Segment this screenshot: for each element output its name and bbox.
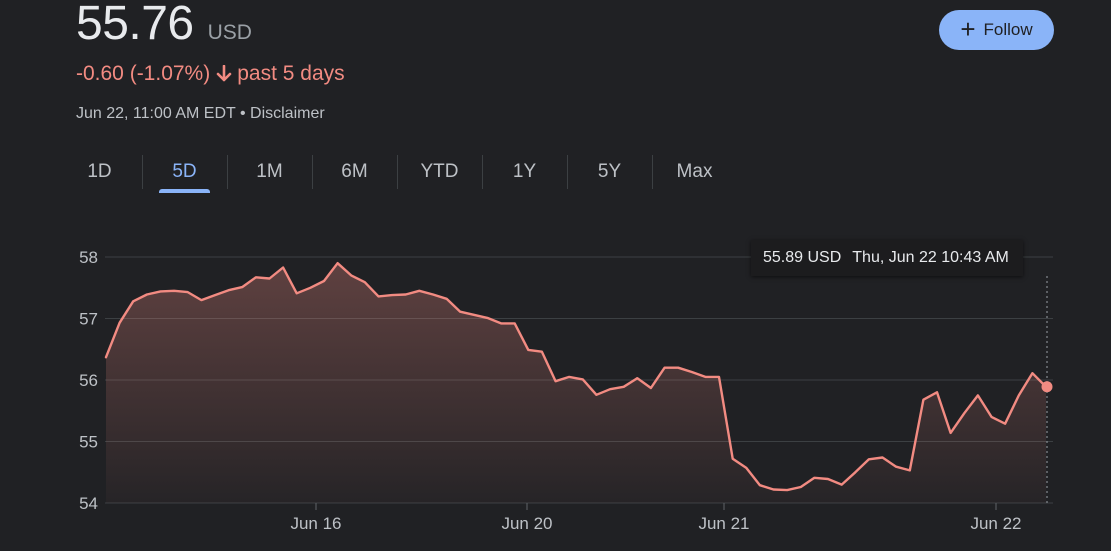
follow-button[interactable]: + Follow: [939, 10, 1054, 50]
price-header: 55.76 USD: [76, 0, 252, 51]
meta-separator: •: [239, 105, 246, 122]
tab-5d[interactable]: 5D: [142, 155, 227, 193]
tab-label: 5Y: [597, 161, 622, 182]
tab-6m[interactable]: 6M: [312, 155, 397, 189]
tab-label: 6M: [341, 161, 368, 182]
tab-label: Max: [676, 161, 713, 182]
tab-label: 1M: [256, 161, 283, 182]
currency-label: USD: [207, 21, 252, 44]
disclaimer-link[interactable]: Disclaimer: [250, 105, 325, 122]
change-period: past 5 days: [237, 62, 345, 85]
plus-icon: +: [960, 13, 976, 44]
tab-label: 5D: [172, 161, 197, 182]
tab-1y[interactable]: 1Y: [482, 155, 567, 189]
hover-marker: [1041, 381, 1053, 393]
y-tick-label: 54: [79, 494, 98, 513]
tab-max[interactable]: Max: [652, 155, 737, 189]
follow-button-label: Follow: [983, 20, 1033, 39]
tooltip-price: 55.89 USD: [763, 249, 842, 266]
price-line: [104, 262, 1048, 492]
tab-label: 1Y: [512, 161, 537, 182]
y-tick-label: 58: [79, 248, 98, 267]
quote-meta: Jun 22, 11:00 AM EDT • Disclaimer: [76, 105, 325, 123]
current-price: 55.76: [76, 0, 194, 50]
tab-1d[interactable]: 1D: [57, 155, 142, 189]
x-tick-label: Jun 21: [698, 514, 749, 533]
price-area: [106, 263, 1046, 503]
range-tabs: 1D 5D 1M 6M YTD 1Y 5Y Max: [57, 155, 737, 193]
x-tick-label: Jun 20: [501, 514, 552, 533]
price-change: -0.60 (-1.07%) past 5 days: [76, 62, 345, 86]
change-value: -0.60 (-1.07%): [76, 62, 211, 85]
x-tick-label: Jun 16: [290, 514, 341, 533]
tooltip-date: Thu, Jun 22 10:43 AM: [852, 249, 1009, 266]
quote-timestamp: Jun 22, 11:00 AM EDT: [76, 105, 236, 122]
tab-5y[interactable]: 5Y: [567, 155, 652, 189]
y-tick-label: 55: [79, 433, 98, 452]
tab-ytd[interactable]: YTD: [397, 155, 482, 189]
y-tick-label: 57: [79, 310, 98, 329]
x-tick-label: Jun 22: [970, 514, 1021, 533]
tab-label: YTD: [420, 161, 459, 182]
tab-1m[interactable]: 1M: [227, 155, 312, 189]
tab-label: 1D: [87, 161, 112, 182]
y-tick-label: 56: [79, 371, 98, 390]
chart-tooltip: 55.89 USD Thu, Jun 22 10:43 AM: [751, 240, 1023, 276]
arrow-down-icon: [216, 64, 232, 83]
